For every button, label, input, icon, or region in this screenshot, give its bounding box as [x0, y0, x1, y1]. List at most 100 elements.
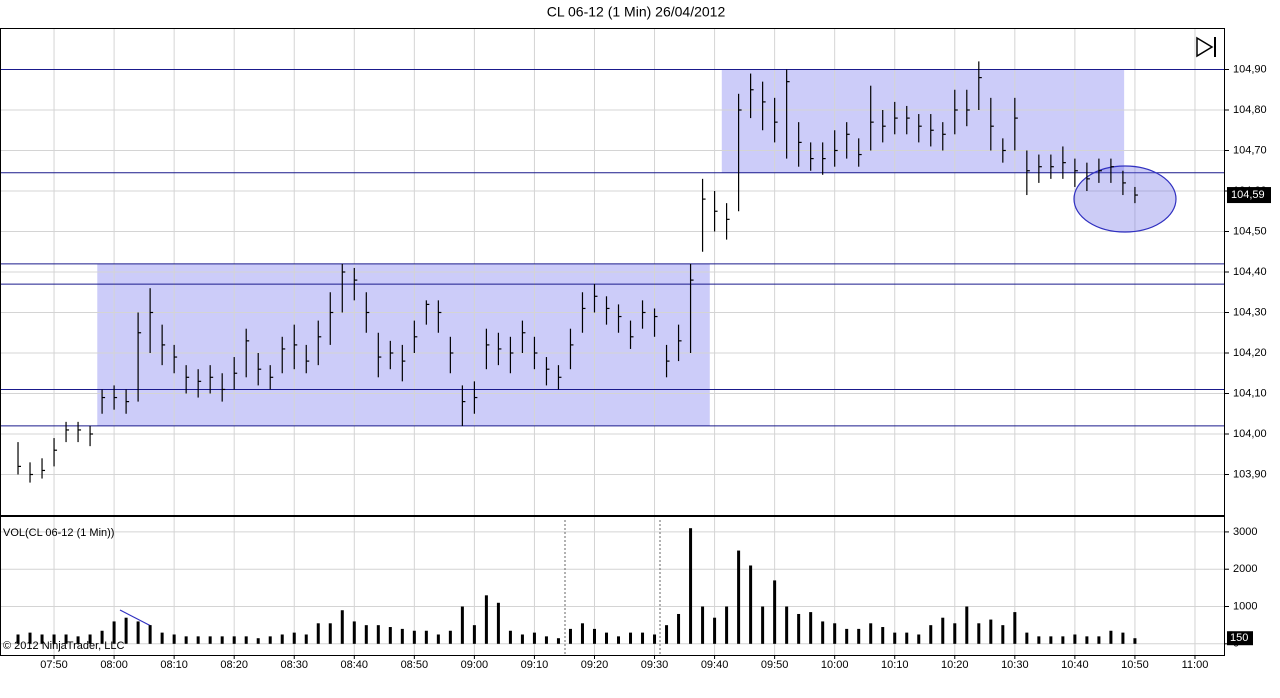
volume-bar — [328, 623, 332, 644]
y-tick-label: 104,20 — [1233, 347, 1267, 359]
volume-bar — [148, 625, 152, 644]
volume-bar — [809, 612, 813, 644]
y-tick-label: 104,10 — [1233, 387, 1267, 399]
volume-bar — [881, 627, 885, 644]
volume-bar — [917, 634, 921, 644]
x-tick-label: 10:40 — [1061, 659, 1089, 671]
zone — [97, 263, 710, 426]
volume-bar — [845, 628, 849, 644]
y-tick-label: 2000 — [1233, 563, 1257, 575]
volume-bar — [821, 621, 825, 644]
volume-bar — [604, 632, 608, 644]
volume-bar — [436, 634, 440, 644]
volume-bar — [316, 623, 320, 644]
y-tick-label: 1000 — [1233, 600, 1257, 612]
volume-bar — [737, 550, 741, 644]
x-tick-label: 08:00 — [100, 659, 128, 671]
scroll-end-icon[interactable] — [1196, 36, 1216, 58]
volume-bar — [1025, 632, 1029, 644]
volume-panel-frame — [0, 516, 1225, 656]
y-tick-label: 104,80 — [1233, 104, 1267, 116]
volume-bar — [28, 632, 32, 644]
y-tick-label: 103,90 — [1233, 468, 1267, 480]
volume-bar — [112, 621, 116, 644]
volume-bar — [544, 636, 548, 644]
x-tick-label: 10:20 — [941, 659, 969, 671]
volume-bar — [556, 638, 560, 644]
volume-bar — [472, 625, 476, 644]
volume-bar — [280, 634, 284, 644]
volume-bar — [340, 610, 344, 644]
price-panel-frame — [0, 28, 1225, 516]
last-volume-label: 150 — [1230, 632, 1248, 644]
volume-bar — [989, 619, 993, 644]
volume-bar — [977, 623, 981, 644]
volume-bar — [400, 628, 404, 644]
x-tick-label: 09:40 — [701, 659, 729, 671]
volume-bar — [1109, 630, 1113, 644]
volume-trendline — [119, 609, 152, 627]
x-tick-label: 08:40 — [341, 659, 369, 671]
volume-bar — [1085, 636, 1089, 644]
y-tick-label: 3000 — [1233, 526, 1257, 538]
x-tick-label: 09:00 — [461, 659, 489, 671]
volume-bar — [785, 606, 789, 644]
volume-bar — [532, 632, 536, 644]
volume-bar — [520, 634, 524, 644]
x-tick-label: 09:10 — [521, 659, 549, 671]
volume-bar — [484, 595, 488, 644]
x-tick-label: 07:50 — [40, 659, 68, 671]
highlight-ellipse — [1073, 165, 1177, 233]
volume-bar — [412, 630, 416, 644]
y-tick-label: 104,40 — [1233, 266, 1267, 278]
y-tick-label: 104,50 — [1233, 225, 1267, 237]
volume-bar — [100, 630, 104, 644]
volume-bar — [677, 613, 681, 644]
volume-bar — [448, 630, 452, 644]
x-tick-label: 10:50 — [1121, 659, 1149, 671]
volume-bar — [88, 634, 92, 644]
volume-bar — [268, 636, 272, 644]
volume-bar — [244, 636, 248, 644]
x-tick-label: 09:50 — [761, 659, 789, 671]
volume-bar — [304, 634, 308, 644]
volume-bar — [617, 636, 621, 644]
volume-bar — [1121, 632, 1125, 644]
x-tick-label: 09:30 — [641, 659, 669, 671]
volume-bar — [869, 623, 873, 644]
volume-bar — [352, 621, 356, 644]
plot-area — [0, 29, 1225, 655]
x-tick-label: 08:30 — [280, 659, 308, 671]
volume-bar — [136, 621, 140, 644]
volume-bar — [857, 628, 861, 644]
volume-bar — [496, 602, 500, 644]
volume-bar — [749, 565, 753, 644]
volume-bar — [364, 625, 368, 644]
volume-bar — [773, 580, 777, 644]
volume-bar — [761, 606, 765, 644]
x-tick-label: 08:10 — [160, 659, 188, 671]
volume-bar — [232, 636, 236, 644]
last-price-box — [1227, 187, 1271, 204]
volume-bar — [580, 623, 584, 644]
volume-bar — [1061, 636, 1065, 644]
volume-bar — [52, 634, 56, 644]
volume-bar — [725, 606, 729, 644]
credit: © 2012 NinjaTrader, LLC — [3, 640, 124, 652]
y-tick-label: 104,00 — [1233, 428, 1267, 440]
volume-bar — [16, 634, 20, 644]
volume-bar — [665, 625, 669, 644]
x-tick-label: 10:00 — [821, 659, 849, 671]
last-price-label: 104,59 — [1231, 189, 1265, 201]
volume-bar — [40, 634, 44, 644]
volume-bar — [929, 625, 933, 644]
volume-bar — [196, 636, 200, 644]
volume-bar — [941, 617, 945, 644]
last-volume-box — [1227, 631, 1253, 646]
volume-bar — [424, 630, 428, 644]
volume-title: VOL(CL 06-12 (1 Min)) — [3, 527, 114, 539]
volume-bar — [701, 606, 705, 644]
zone — [721, 69, 1125, 173]
volume-bar — [713, 617, 717, 644]
